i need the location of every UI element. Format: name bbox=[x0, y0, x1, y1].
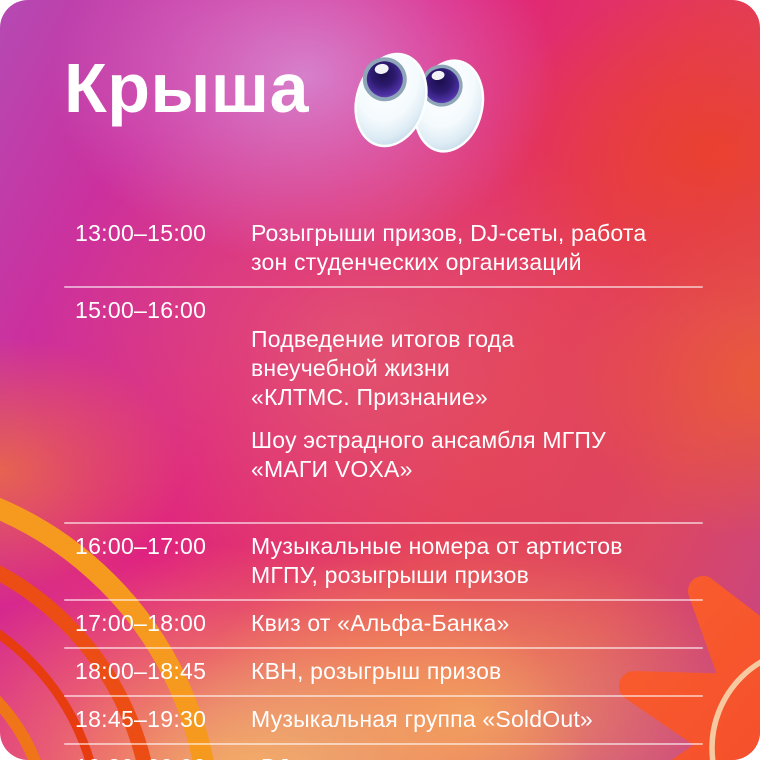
schedule-row: 17:00–18:00 Квиз от «Альфа-Банка» bbox=[64, 601, 703, 647]
row-divider bbox=[64, 743, 703, 745]
schedule-row: 15:00–16:00 Подведение итогов года внеуч… bbox=[64, 288, 703, 522]
event-description: DJ-сеты bbox=[251, 753, 703, 760]
row-divider bbox=[64, 522, 703, 524]
event-time: 19:30–20:00 bbox=[64, 753, 251, 760]
event-time: 18:45–19:30 bbox=[75, 706, 207, 732]
poster-title: Крыша bbox=[64, 49, 310, 127]
event-time: 15:00–16:00 bbox=[75, 297, 207, 323]
row-divider bbox=[64, 695, 703, 697]
event-time: 16:00–17:00 bbox=[75, 533, 207, 559]
event-description-paragraph: Шоу эстрадного ансамбля МГПУ «МАГИ VOXA» bbox=[251, 427, 606, 482]
row-divider bbox=[64, 599, 703, 601]
event-description: Квиз от «Альфа-Банка» bbox=[251, 610, 510, 636]
schedule-row: 13:00–15:00 Розыгрыши призов, DJ-сеты, р… bbox=[64, 211, 703, 286]
event-description: Розыгрыши призов, DJ-сеты, работа зон ст… bbox=[251, 220, 647, 275]
schedule-list: 13:00–15:00 Розыгрыши призов, DJ-сеты, р… bbox=[64, 211, 703, 760]
event-description: Музыкальная группа «SoldOut» bbox=[251, 706, 593, 732]
schedule-row: 16:00–17:00 Музыкальные номера от артист… bbox=[64, 524, 703, 599]
eyes-emoji-icon bbox=[354, 52, 485, 153]
row-divider bbox=[64, 286, 703, 288]
row-divider bbox=[64, 647, 703, 649]
event-description-paragraph: Подведение итогов года внеучебной жизни … bbox=[251, 326, 515, 410]
poster-header: Крыша bbox=[0, 0, 760, 156]
schedule-row: 18:00–18:45 КВН, розыгрыш призов bbox=[64, 649, 703, 695]
event-description: Подведение итогов года внеучебной жизни … bbox=[251, 296, 703, 513]
event-description: Музыкальные номера от артистов МГПУ, роз… bbox=[251, 533, 623, 588]
event-time: 17:00–18:00 bbox=[75, 610, 207, 636]
schedule-row: 19:30–20:00 DJ-сеты bbox=[64, 745, 703, 760]
event-time: 18:00–18:45 bbox=[75, 658, 207, 684]
schedule-row: 18:45–19:30 Музыкальная группа «SoldOut» bbox=[64, 697, 703, 743]
event-time: 13:00–15:00 bbox=[75, 220, 207, 246]
event-description: КВН, розыгрыш призов bbox=[251, 658, 502, 684]
